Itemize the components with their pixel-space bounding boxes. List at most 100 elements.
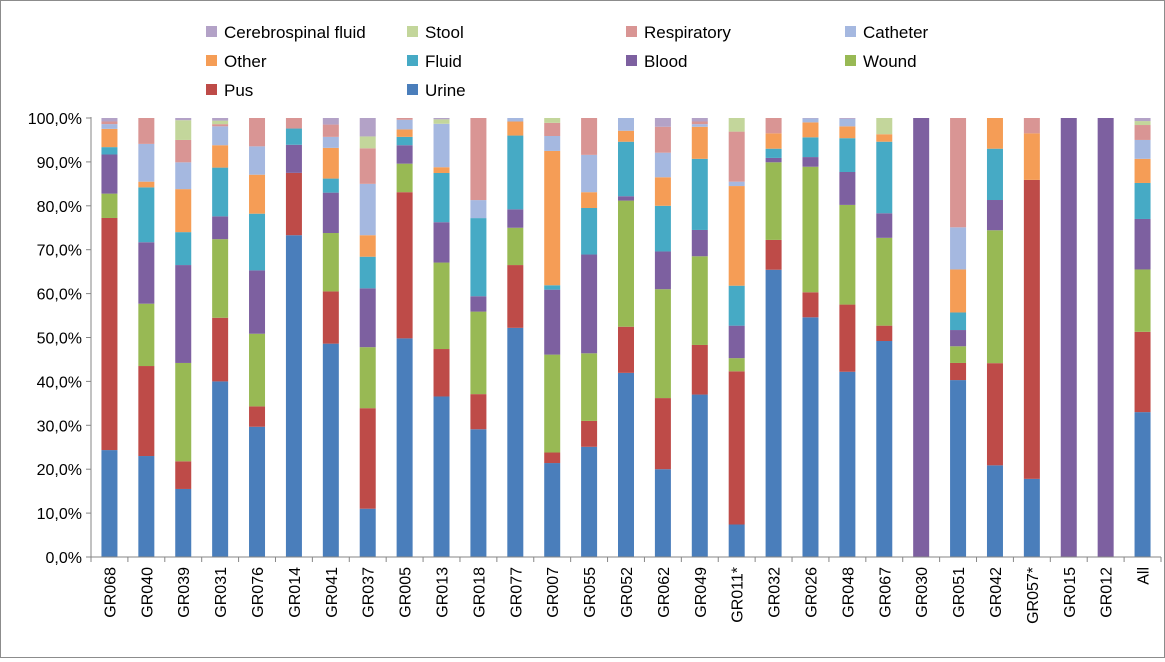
bar-segment-urine xyxy=(138,456,154,557)
bar-segment-urine xyxy=(101,450,117,557)
x-tick-label: GR015 xyxy=(1062,567,1079,618)
bar-segment-cerebrospinal-fluid xyxy=(101,118,117,121)
bar-segment-wound xyxy=(1135,269,1151,331)
bar-segment-urine xyxy=(987,465,1003,557)
bar-segment-wound xyxy=(434,263,450,349)
bar-segment-respiratory xyxy=(581,118,597,155)
bar-stack-gr026 xyxy=(802,118,818,557)
bar-segment-fluid xyxy=(618,142,634,196)
bar-segment-respiratory xyxy=(950,118,966,227)
bar-segment-pus xyxy=(618,327,634,373)
bar-segment-blood xyxy=(1135,219,1151,269)
bar-segment-fluid xyxy=(286,129,302,145)
bar-segment-pus xyxy=(839,305,855,372)
legend-label: Wound xyxy=(863,52,917,71)
bar-stack-gr041 xyxy=(323,118,339,557)
legend-item-catheter: Catheter xyxy=(845,23,929,42)
bar-segment-wound xyxy=(802,167,818,293)
x-tick-label: GR042 xyxy=(988,567,1005,618)
legend-swatch xyxy=(845,55,856,66)
bar-segment-respiratory xyxy=(286,118,302,129)
bar-segment-fluid xyxy=(507,136,523,210)
bar-stack-gr051 xyxy=(950,118,966,557)
bar-stack-gr042 xyxy=(987,118,1003,557)
bar-segment-other xyxy=(175,189,191,232)
legend-item-stool: Stool xyxy=(407,23,464,42)
legend-label: Cerebrospinal fluid xyxy=(224,23,366,42)
bar-segment-other xyxy=(434,167,450,173)
bar-segment-urine xyxy=(249,427,265,557)
legend-label: Catheter xyxy=(863,23,929,42)
bar-segment-catheter xyxy=(950,227,966,269)
bar-segment-cerebrospinal-fluid xyxy=(212,118,228,121)
bar-segment-blood xyxy=(987,200,1003,230)
bar-segment-wound xyxy=(212,239,228,318)
bar-stack-gr067 xyxy=(876,118,892,557)
bar-segment-urine xyxy=(766,270,782,557)
bars xyxy=(101,118,1150,557)
bar-segment-respiratory xyxy=(323,125,339,137)
bar-segment-respiratory xyxy=(655,127,671,153)
bar-stack-gr049 xyxy=(692,118,708,557)
bar-segment-catheter xyxy=(101,124,117,129)
bar-segment-fluid xyxy=(876,142,892,214)
bar-segment-pus xyxy=(101,218,117,450)
bar-segment-catheter xyxy=(360,184,376,235)
x-tick-label: GR032 xyxy=(767,567,784,618)
bar-segment-pus xyxy=(470,394,486,429)
bar-segment-fluid xyxy=(729,286,745,326)
bar-stack-gr013 xyxy=(434,118,450,557)
legend-item-urine: Urine xyxy=(407,81,466,100)
x-tick-label: GR030 xyxy=(914,567,931,618)
bar-segment-cerebrospinal-fluid xyxy=(360,118,376,136)
legend-item-pus: Pus xyxy=(206,81,253,100)
bar-segment-pus xyxy=(360,408,376,509)
x-tick-label: GR051 xyxy=(951,567,968,618)
bar-segment-other xyxy=(839,126,855,138)
y-axis-ticks: 0,0%10,0%20,0%30,0%40,0%50,0%60,0%70,0%8… xyxy=(28,111,91,567)
bar-stack-gr037 xyxy=(360,118,376,557)
bar-segment-pus xyxy=(323,291,339,343)
bar-segment-wound xyxy=(766,162,782,240)
bar-segment-urine xyxy=(507,328,523,557)
bar-segment-catheter xyxy=(618,118,634,131)
bar-stack-gr040 xyxy=(138,118,154,557)
bar-segment-wound xyxy=(729,358,745,371)
x-tick-label: GR068 xyxy=(102,567,119,618)
bar-segment-blood xyxy=(470,296,486,311)
bar-segment-wound xyxy=(507,228,523,265)
bar-stack-gr007 xyxy=(544,118,560,557)
y-tick-label: 10,0% xyxy=(37,506,82,523)
x-tick-label: GR062 xyxy=(656,567,673,618)
bar-stack-gr055 xyxy=(581,118,597,557)
bar-segment-stool xyxy=(1135,121,1151,125)
bar-segment-pus xyxy=(766,240,782,270)
bar-segment-wound xyxy=(249,334,265,407)
x-tick-label: GR055 xyxy=(582,567,599,618)
y-tick-label: 80,0% xyxy=(37,199,82,216)
bar-segment-other xyxy=(544,151,560,285)
bar-segment-catheter xyxy=(175,162,191,189)
bar-segment-pus xyxy=(581,421,597,447)
bar-segment-other xyxy=(950,269,966,312)
bar-segment-urine xyxy=(618,373,634,557)
bar-segment-fluid xyxy=(138,187,154,242)
bar-segment-respiratory xyxy=(175,140,191,162)
legend-swatch xyxy=(845,26,856,37)
bar-segment-blood xyxy=(175,265,191,363)
bar-segment-blood xyxy=(950,330,966,346)
x-tick-label: GR057* xyxy=(1025,567,1042,624)
bar-segment-other xyxy=(360,235,376,257)
bar-segment-wound xyxy=(544,355,560,453)
bar-segment-blood xyxy=(839,172,855,205)
bar-segment-cerebrospinal-fluid xyxy=(1135,118,1151,121)
bar-segment-fluid xyxy=(434,173,450,222)
bar-stack-gr039 xyxy=(175,118,191,557)
bar-segment-pus xyxy=(987,363,1003,465)
bar-segment-stool xyxy=(360,136,376,148)
bar-segment-blood xyxy=(766,158,782,162)
bar-segment-blood xyxy=(729,326,745,358)
bar-segment-other xyxy=(581,192,597,208)
bar-segment-respiratory xyxy=(1024,118,1040,133)
